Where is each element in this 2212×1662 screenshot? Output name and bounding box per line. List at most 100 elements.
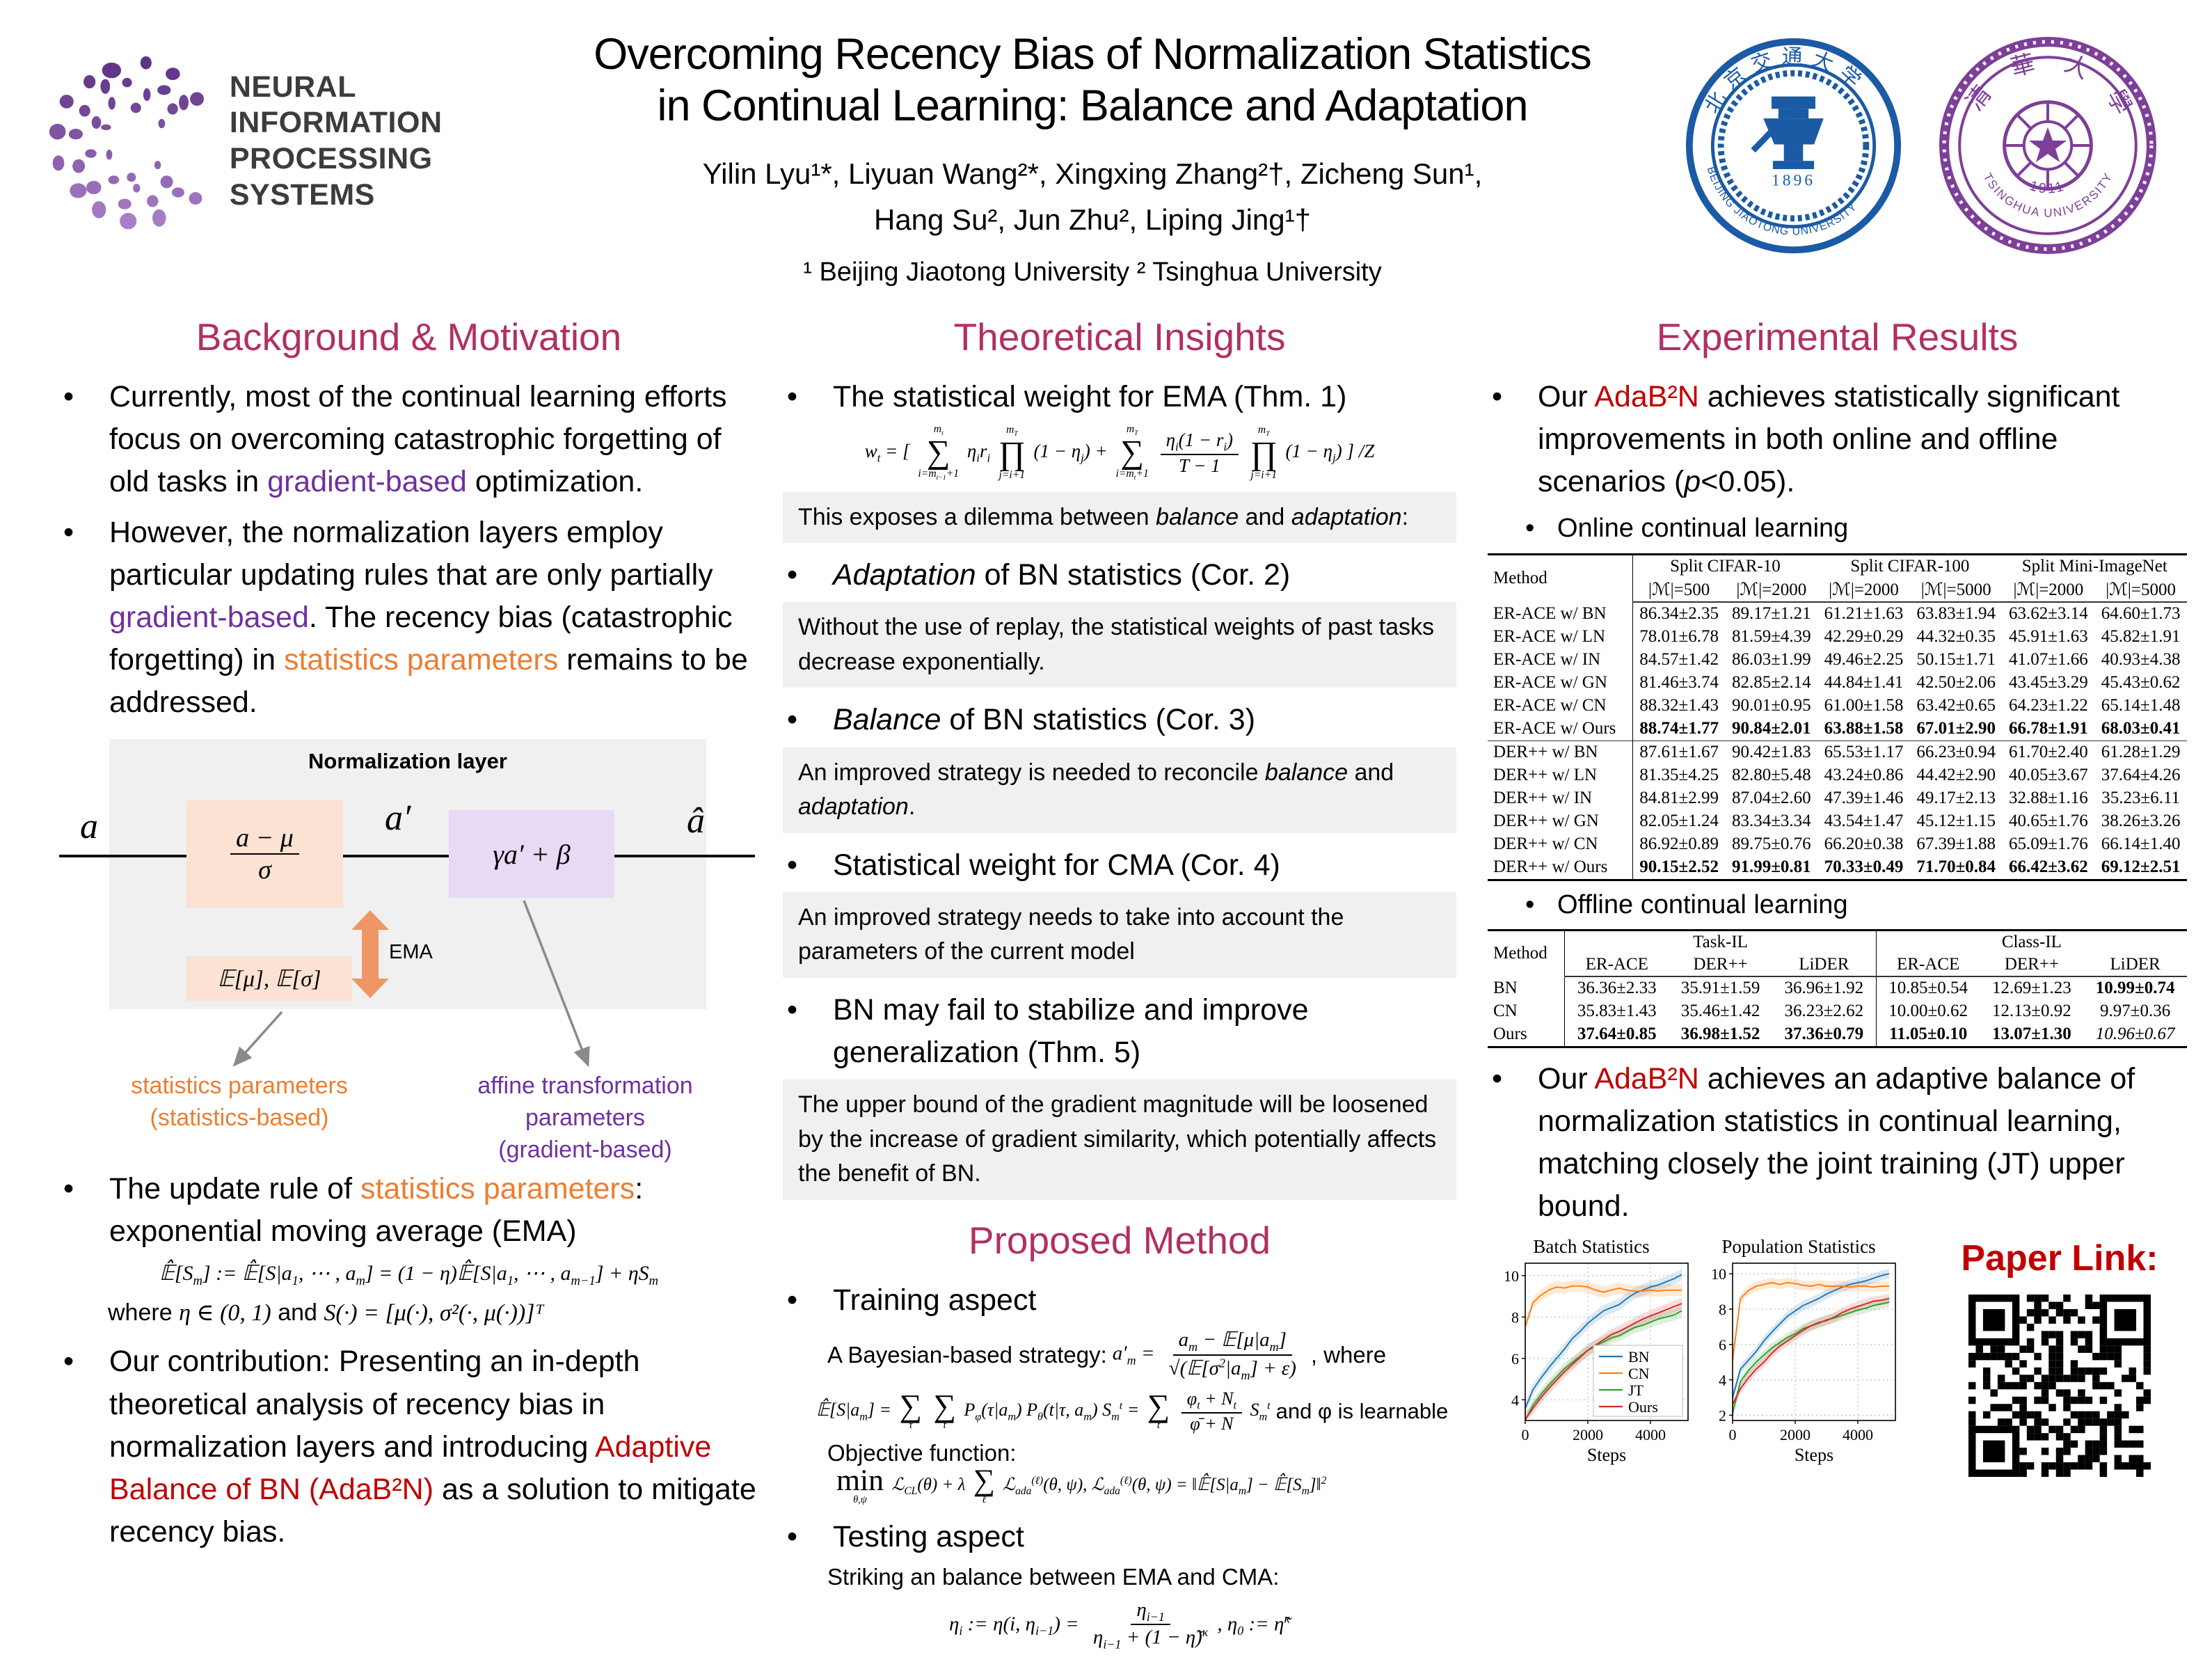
table-cell: 78.01±6.78 [1639, 627, 1719, 647]
bullet-dot: • [1492, 1061, 1503, 1095]
table-cell: 66.42±3.62 [2009, 857, 2088, 877]
text-segment: achieves an adaptive balance of normaliz… [1538, 1061, 2135, 1224]
text-segment: as a solution to mitigate recency bias. [109, 1472, 756, 1549]
svg-text:BN: BN [1628, 1348, 1650, 1366]
normalization-layer-diagram: Normalization layer a a − μ σ a′ γa′ + β… [59, 739, 755, 1163]
table-cell: 36.36±2.33 [1577, 979, 1657, 998]
table-cell: 67.39±1.88 [1916, 834, 1996, 854]
text-segment: S(·) = [μ(·), σ²(·, μ(·))]ᵀ [324, 1300, 544, 1327]
table-cell: 32.88±1.16 [2009, 789, 2088, 808]
table-cell: 61.21±1.63 [1824, 604, 1904, 624]
table-cell: 40.05±3.67 [2009, 766, 2088, 785]
objective-line: Objective function: min θ,ψ ℒCL(θ) + λ ∑ ℓ… [827, 1440, 1456, 1506]
text-segment: Balance [833, 703, 941, 737]
population-statistics-plot: 2 4 6 8 10 0 2000 4000 Steps [1711, 1263, 1896, 1465]
table-cell: 43.54±1.47 [1824, 812, 1904, 831]
online-results-table: Method Split CIFAR-10 Split CIFAR-100 Sp… [1488, 553, 2187, 881]
table-cell: 35.83±1.43 [1577, 1002, 1657, 1021]
text-segment: of BN statistics (Cor. 3) [941, 703, 1256, 737]
table-cell: 41.07±1.66 [2009, 650, 2088, 670]
bullet-item: • Statistical weight for CMA (Cor. 4) [783, 844, 1456, 887]
svg-text:6: 6 [1511, 1350, 1519, 1368]
bullet-dot: • [63, 380, 74, 413]
diagram-affine-box: γa′ + β [449, 810, 614, 899]
table-header: Method Task-IL Class-IL ER-ACE DER++ LiD… [1488, 930, 2187, 977]
bullet-dot: • [787, 1283, 798, 1317]
insight-box: The upper bound of the gradient magnitud… [783, 1079, 1456, 1201]
table-cell: 38.26±3.26 [2101, 812, 2181, 831]
table-cell: 82.85±2.14 [1731, 673, 1811, 692]
bullet-text: Balance of BN statistics (Cor. 3) [833, 699, 1255, 741]
column-background-motivation: Background & Motivation • Currently, mos… [59, 315, 758, 1562]
svg-text:JT: JT [1628, 1382, 1644, 1399]
expectation-line: 𝔼̂[S|am] = ∑ τ ∑ t Pφ(τ|am) Pθ(t|τ, am) Sm… [811, 1388, 1456, 1434]
table-cell: 61.70±2.40 [2002, 740, 2095, 764]
column-group-header: Split CIFAR-100 [1850, 556, 1970, 576]
bullet-item: • Balance of BN statistics (Cor. 3) [783, 699, 1456, 741]
table-row: DER++ w/ IN 84.81±2.99 87.04±2.60 47.39±1.4… [1488, 786, 2187, 810]
bullet-item: • Training aspect [783, 1279, 1456, 1322]
text-segment: This exposes a dilemma between [798, 503, 1156, 530]
poster: { "header": { "neurips": {"line1": "NEUR… [49, 26, 2187, 1652]
neurips-logo: NEURAL INFORMATION PROCESSING SYSTEMS [49, 26, 529, 256]
svg-text:10: 10 [1504, 1267, 1519, 1285]
authors: Yilin Lyu¹*, Liyuan Wang²*, Xingxing Zha… [525, 151, 1660, 242]
tsinghua-star-icon [2028, 127, 2067, 163]
ema-double-arrow-icon [351, 910, 389, 999]
bullet-text: Our AdaB²N achieves statistically signif… [1538, 376, 2187, 503]
authors-line1: Yilin Lyu¹*, Liyuan Wang²*, Xingxing Zha… [702, 157, 1483, 191]
fraction-numerator: a − μ [230, 823, 299, 855]
label-affine-line2: (gradient-based) [498, 1137, 672, 1164]
table-row: ER-ACE w/ GN 81.46±3.74 82.85±2.14 44.84±1.… [1488, 671, 2187, 695]
bullet-text: Our contribution: Presenting an in-depth… [109, 1340, 758, 1553]
table-cell: 45.12±1.15 [1916, 812, 1996, 831]
table-cell: 44.42±2.90 [1916, 766, 1996, 785]
table-cell: 84.57±1.42 [1639, 650, 1719, 670]
diagram-label-a-hat: â [687, 801, 705, 841]
table-cell: 36.96±1.92 [1772, 976, 1877, 1000]
bullet-dot: • [1492, 380, 1503, 413]
table-cell-method: ER-ACE w/ Ours [1488, 717, 1633, 741]
bullet-dot: • [787, 703, 798, 737]
text-segment: However, the normalization layers employ… [109, 516, 713, 592]
text-segment: gradient-based [109, 601, 309, 635]
bullet-item: • Testing aspect [783, 1516, 1456, 1558]
bullet-dot: • [63, 1345, 74, 1379]
table-row: ER-ACE w/ IN 84.57±1.42 86.03±1.99 49.46±2.… [1488, 648, 2187, 672]
neurips-logo-line2: PROCESSING SYSTEMS [229, 142, 433, 212]
table-cell: 66.20±0.38 [1824, 834, 1904, 854]
table-cell-method: DER++ w/ LN [1488, 763, 1633, 787]
column-subheader: |ℳ|=5000 [1909, 577, 2003, 603]
table-cell: 87.61±1.67 [1632, 740, 1726, 764]
testing-label: Striking an balance between EMA and CMA: [827, 1563, 1280, 1590]
bullet-item: • The statistical weight for EMA (Thm. 1… [783, 376, 1456, 418]
table-cell: 63.88±1.58 [1824, 719, 1904, 738]
table-cell: 81.35±4.25 [1639, 766, 1719, 785]
table-cell-method: ER-ACE w/ IN [1488, 648, 1633, 672]
bullet-item: • Adaptation of BN statistics (Cor. 2) [783, 554, 1456, 596]
table-cell: 66.23±0.94 [1909, 740, 2003, 764]
table-body: ER-ACE w/ BN 86.34±2.35 89.17±1.21 61.21±1.… [1488, 601, 2187, 880]
bullet-item: • Our contribution: Presenting an in-dep… [59, 1340, 758, 1553]
table-cell: 45.82±1.91 [2101, 627, 2181, 647]
text-segment: balance [1264, 759, 1348, 786]
charts-row: Batch Statistics 4 6 8 10 0 2000 4000 Steps BN CN… [1488, 1236, 2187, 1480]
text-segment: and [1239, 503, 1291, 530]
table-cell: 45.43±0.62 [2101, 673, 2181, 692]
table-row: ER-ACE w/ CN 88.32±1.43 90.01±0.95 61.00±1.… [1488, 694, 2187, 718]
column-subheader: |ℳ|=5000 [2094, 577, 2187, 603]
authors-line2: Hang Su², Jun Zhu², Liping Jing¹† [873, 203, 1311, 236]
bullet-text: Currently, most of the continual learnin… [109, 376, 758, 503]
table-cell: 65.14±1.48 [2101, 696, 2181, 715]
table-cell: 64.60±1.73 [2101, 604, 2181, 624]
label-statistics-line2: (statistics-based) [150, 1105, 329, 1132]
qr-code[interactable] [1968, 1295, 2151, 1478]
table-cell: 90.01±0.95 [1731, 696, 1811, 715]
table-row: DER++ w/ Ours 90.15±2.52 91.99±0.81 70.33±0… [1488, 855, 2187, 880]
bullet-text: Testing aspect [833, 1516, 1024, 1558]
table-cell-method: BN [1488, 976, 1566, 1000]
column-header-method: Method [1488, 554, 1633, 602]
svg-text:Steps: Steps [1795, 1445, 1833, 1465]
column-group-header: Task-IL [1564, 930, 1877, 953]
